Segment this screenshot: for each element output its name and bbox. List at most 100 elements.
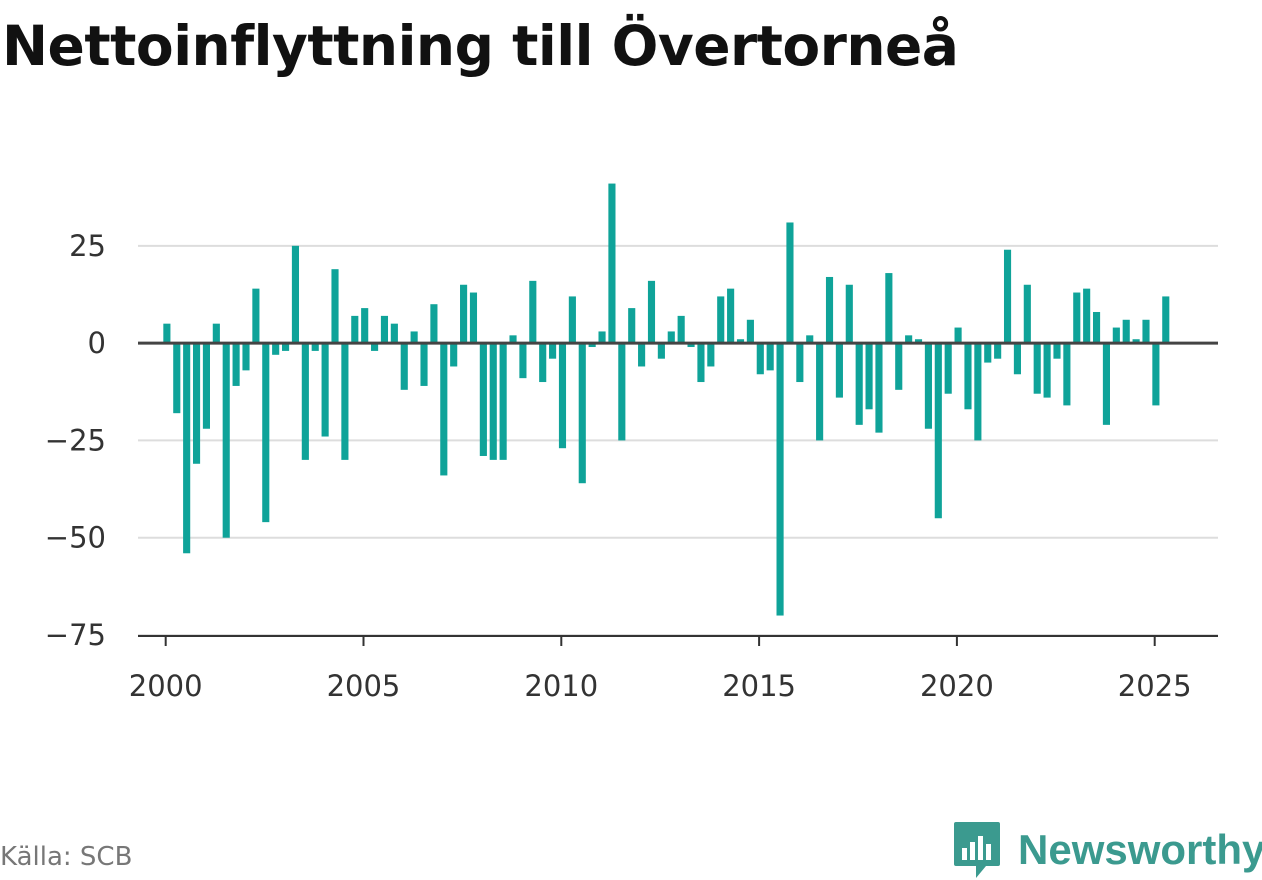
bar (618, 343, 626, 441)
bars (163, 183, 1170, 616)
bar (806, 335, 814, 344)
bar (1023, 284, 1031, 344)
bar (885, 273, 893, 344)
bar (984, 343, 992, 363)
bar (400, 343, 408, 390)
bar (282, 343, 290, 351)
bar (667, 331, 675, 344)
bar (628, 308, 636, 344)
bar (914, 339, 923, 344)
brand-name: Newsworthy (1018, 826, 1262, 873)
bar (272, 343, 280, 355)
bar (489, 343, 497, 460)
x-tick-label: 2015 (722, 669, 796, 703)
bar (638, 343, 646, 367)
bar (252, 288, 260, 344)
bar (499, 343, 507, 460)
bar (964, 343, 972, 410)
bar (380, 315, 389, 344)
bar (588, 343, 596, 348)
bar (450, 343, 458, 367)
bar (202, 343, 210, 429)
bar (727, 288, 735, 344)
bar (519, 343, 527, 379)
bar (469, 292, 478, 344)
bar (1073, 292, 1081, 344)
bar (934, 343, 942, 519)
bar (351, 315, 359, 344)
bar (173, 343, 181, 414)
bar (855, 343, 863, 425)
bar (707, 343, 715, 367)
bar (1142, 319, 1150, 344)
bar (944, 343, 952, 394)
bar (796, 343, 804, 383)
bar (232, 343, 240, 386)
bar (766, 343, 774, 371)
bar (460, 284, 468, 344)
bar (746, 319, 754, 344)
bar (242, 343, 250, 371)
chart-bubble-icon (954, 822, 1000, 878)
bar (529, 280, 537, 344)
bar (717, 296, 725, 344)
bar (756, 343, 764, 375)
bar (1092, 311, 1101, 344)
bar (430, 304, 438, 344)
x-tick-label: 2005 (327, 669, 401, 703)
bar (697, 343, 705, 383)
bar (1013, 343, 1021, 375)
bar (1122, 319, 1130, 344)
x-tick-label: 2025 (1118, 669, 1192, 703)
axes (138, 341, 1218, 646)
bar (479, 343, 487, 456)
bar (361, 308, 369, 344)
bar (1083, 288, 1091, 344)
bar (865, 343, 873, 410)
bar (905, 335, 913, 344)
bar (291, 245, 300, 344)
bar (539, 343, 547, 383)
bar (786, 222, 794, 344)
bar (1102, 343, 1110, 425)
bar (736, 339, 745, 344)
bar (1053, 343, 1061, 359)
bar (212, 323, 220, 344)
bar (390, 323, 398, 344)
bar (1043, 343, 1051, 398)
x-tick-label: 2010 (524, 669, 598, 703)
bar (825, 276, 834, 344)
bar (183, 343, 191, 554)
bar (776, 343, 784, 616)
chart-title: Nettoinflyttning till Övertorneå (2, 14, 959, 78)
bar (371, 343, 379, 351)
bar (677, 315, 685, 344)
bar (1112, 327, 1120, 344)
bar (657, 343, 665, 359)
bar (1152, 343, 1160, 406)
y-tick-label: 25 (69, 229, 106, 263)
bar (924, 343, 932, 429)
bar (845, 284, 853, 344)
bar (1033, 343, 1041, 394)
bar (163, 323, 171, 344)
bar (558, 343, 567, 449)
bar (509, 335, 517, 344)
bar (321, 343, 329, 437)
bar (578, 343, 586, 484)
bar (687, 343, 695, 348)
bar (192, 343, 201, 464)
bar (1132, 339, 1140, 344)
bar (222, 343, 230, 538)
bar (598, 331, 606, 344)
x-tick-label: 2020 (920, 669, 994, 703)
bar (311, 343, 319, 351)
bar (994, 343, 1002, 359)
gridlines (138, 244, 1218, 636)
bar (954, 327, 962, 344)
bar (835, 343, 843, 398)
bar (410, 331, 418, 344)
bar (341, 343, 349, 460)
y-tick-label: −75 (45, 618, 106, 652)
